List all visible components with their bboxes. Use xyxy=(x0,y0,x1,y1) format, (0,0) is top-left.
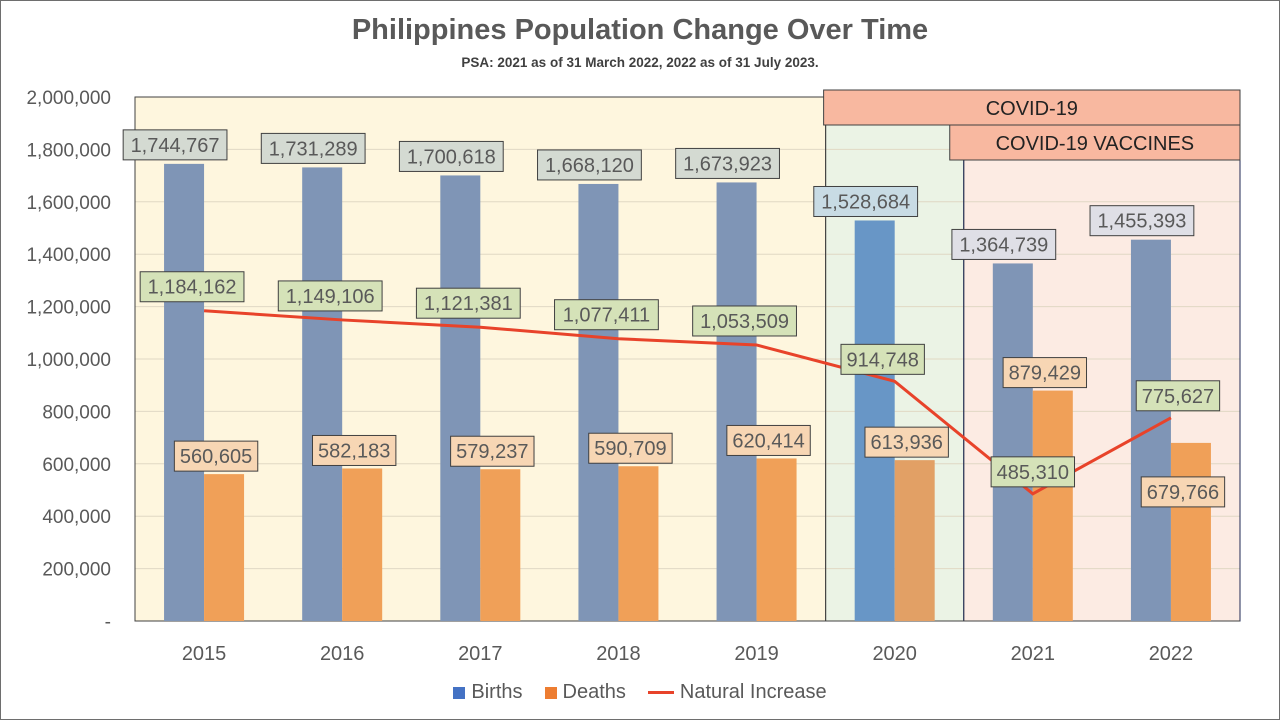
bar-births xyxy=(302,167,343,621)
data-label-natural-increase: 914,748 xyxy=(847,349,919,371)
data-label-natural-increase-box xyxy=(840,343,925,375)
y-tick-label: 800,000 xyxy=(42,402,111,423)
bar-deaths xyxy=(1032,390,1073,621)
data-label-natural-increase: 1,053,509 xyxy=(700,311,789,333)
data-label-natural-increase-box xyxy=(990,456,1076,488)
x-tick-label: 2018 xyxy=(596,643,641,665)
legend-swatch-deaths xyxy=(544,686,557,699)
data-label-natural-increase: 775,627 xyxy=(1142,386,1214,408)
data-label-natural-increase-box xyxy=(139,271,245,303)
data-label-deaths: 679,766 xyxy=(1147,482,1219,504)
data-label-deaths: 590,709 xyxy=(594,438,666,460)
bar-deaths xyxy=(1170,442,1211,621)
bar-births xyxy=(440,175,481,621)
bar-deaths xyxy=(204,474,245,621)
y-tick-label: 1,400,000 xyxy=(26,245,111,266)
legend-label-births: Births xyxy=(471,681,523,703)
data-label-births-box xyxy=(122,129,228,161)
data-label-natural-increase-box xyxy=(277,280,383,312)
data-label-births-box xyxy=(260,132,366,164)
data-label-births-box xyxy=(675,147,780,179)
x-tick-label: 2016 xyxy=(320,643,365,665)
legend-entry-births: Births xyxy=(453,681,523,704)
data-label-deaths-box xyxy=(173,440,259,472)
y-tick-label: - xyxy=(105,612,111,633)
data-label-deaths: 582,183 xyxy=(318,440,390,462)
data-label-births: 1,455,393 xyxy=(1097,211,1186,233)
data-label-natural-increase-box xyxy=(692,305,797,337)
data-label-natural-increase: 1,121,381 xyxy=(424,293,513,315)
annotation-vaccines-label: COVID-19 VACCINES xyxy=(996,133,1195,155)
x-tick-label: 2017 xyxy=(458,643,503,665)
x-tick-label: 2019 xyxy=(734,643,779,665)
annotation-covid-label: COVID-19 xyxy=(986,98,1078,120)
y-tick-label: 200,000 xyxy=(42,560,111,581)
data-label-births: 1,731,289 xyxy=(269,138,358,160)
data-label-births-box xyxy=(537,149,642,181)
data-label-natural-increase-box xyxy=(1135,380,1221,412)
data-label-deaths-box xyxy=(726,424,811,456)
bar-births xyxy=(578,183,619,621)
data-label-deaths-box xyxy=(450,435,535,467)
bar-births xyxy=(992,263,1033,621)
data-label-natural-increase: 485,310 xyxy=(997,462,1069,484)
x-tick-label: 2021 xyxy=(1011,643,1056,665)
data-label-births: 1,528,684 xyxy=(821,191,910,213)
data-label-births-box xyxy=(813,185,919,217)
data-label-births-box xyxy=(398,140,504,172)
y-tick-label: 400,000 xyxy=(42,507,111,528)
annotation-covid-banner xyxy=(823,89,1241,126)
data-label-births: 1,668,120 xyxy=(545,155,634,177)
data-label-deaths-box xyxy=(864,426,949,458)
bar-deaths xyxy=(756,458,797,621)
bar-births xyxy=(716,182,757,621)
annotation-vaccines-banner xyxy=(949,124,1241,161)
bar-births xyxy=(164,163,205,622)
bar-deaths xyxy=(342,468,383,621)
data-label-deaths-box xyxy=(588,432,673,464)
x-tick-label: 2020 xyxy=(872,643,917,665)
y-tick-label: 1,200,000 xyxy=(26,298,111,319)
data-label-deaths: 579,237 xyxy=(456,441,528,463)
legend-label-deaths: Deaths xyxy=(562,681,626,703)
data-label-deaths: 879,429 xyxy=(1009,363,1081,385)
data-label-natural-increase: 1,149,106 xyxy=(286,286,375,308)
bar-births xyxy=(854,220,895,621)
data-label-births: 1,744,767 xyxy=(131,135,220,157)
data-label-deaths-box xyxy=(1140,476,1226,508)
x-tick-label: 2022 xyxy=(1149,643,1194,665)
legend: Births Deaths Natural Increase xyxy=(0,681,1280,704)
legend-swatch-natural-increase xyxy=(647,691,674,694)
data-label-natural-increase-box xyxy=(415,287,521,319)
data-label-births: 1,673,923 xyxy=(683,153,772,175)
y-tick-label: 600,000 xyxy=(42,455,111,476)
data-label-births: 1,364,739 xyxy=(959,234,1048,256)
x-tick-label: 2015 xyxy=(182,643,227,665)
bar-deaths xyxy=(618,466,659,621)
bar-deaths xyxy=(894,460,935,621)
legend-label-natural-increase: Natural Increase xyxy=(679,681,827,703)
y-tick-label: 2,000,000 xyxy=(26,88,111,109)
chart-subtitle: PSA: 2021 as of 31 March 2022, 2022 as o… xyxy=(461,55,819,70)
data-label-births-box xyxy=(951,228,1057,260)
data-label-births-box xyxy=(1089,205,1195,237)
data-label-natural-increase-box xyxy=(554,299,659,331)
y-tick-label: 1,000,000 xyxy=(26,350,111,371)
bar-deaths xyxy=(480,469,521,621)
data-label-births: 1,700,618 xyxy=(407,146,496,168)
legend-swatch-births xyxy=(453,686,466,699)
data-label-natural-increase: 1,077,411 xyxy=(563,305,651,327)
legend-entry-deaths: Deaths xyxy=(544,681,626,704)
data-label-deaths-box xyxy=(311,434,397,466)
data-label-deaths: 613,936 xyxy=(871,432,943,454)
y-tick-label: 1,600,000 xyxy=(26,193,111,214)
data-label-deaths-box xyxy=(1002,357,1088,389)
data-label-deaths: 620,414 xyxy=(732,430,804,452)
y-tick-label: 1,800,000 xyxy=(26,140,111,161)
chart-title: Philippines Population Change Over Time xyxy=(351,14,929,46)
data-label-natural-increase: 1,184,162 xyxy=(148,277,237,299)
data-label-deaths: 560,605 xyxy=(180,446,252,468)
legend-entry-natural-increase: Natural Increase xyxy=(647,681,827,704)
